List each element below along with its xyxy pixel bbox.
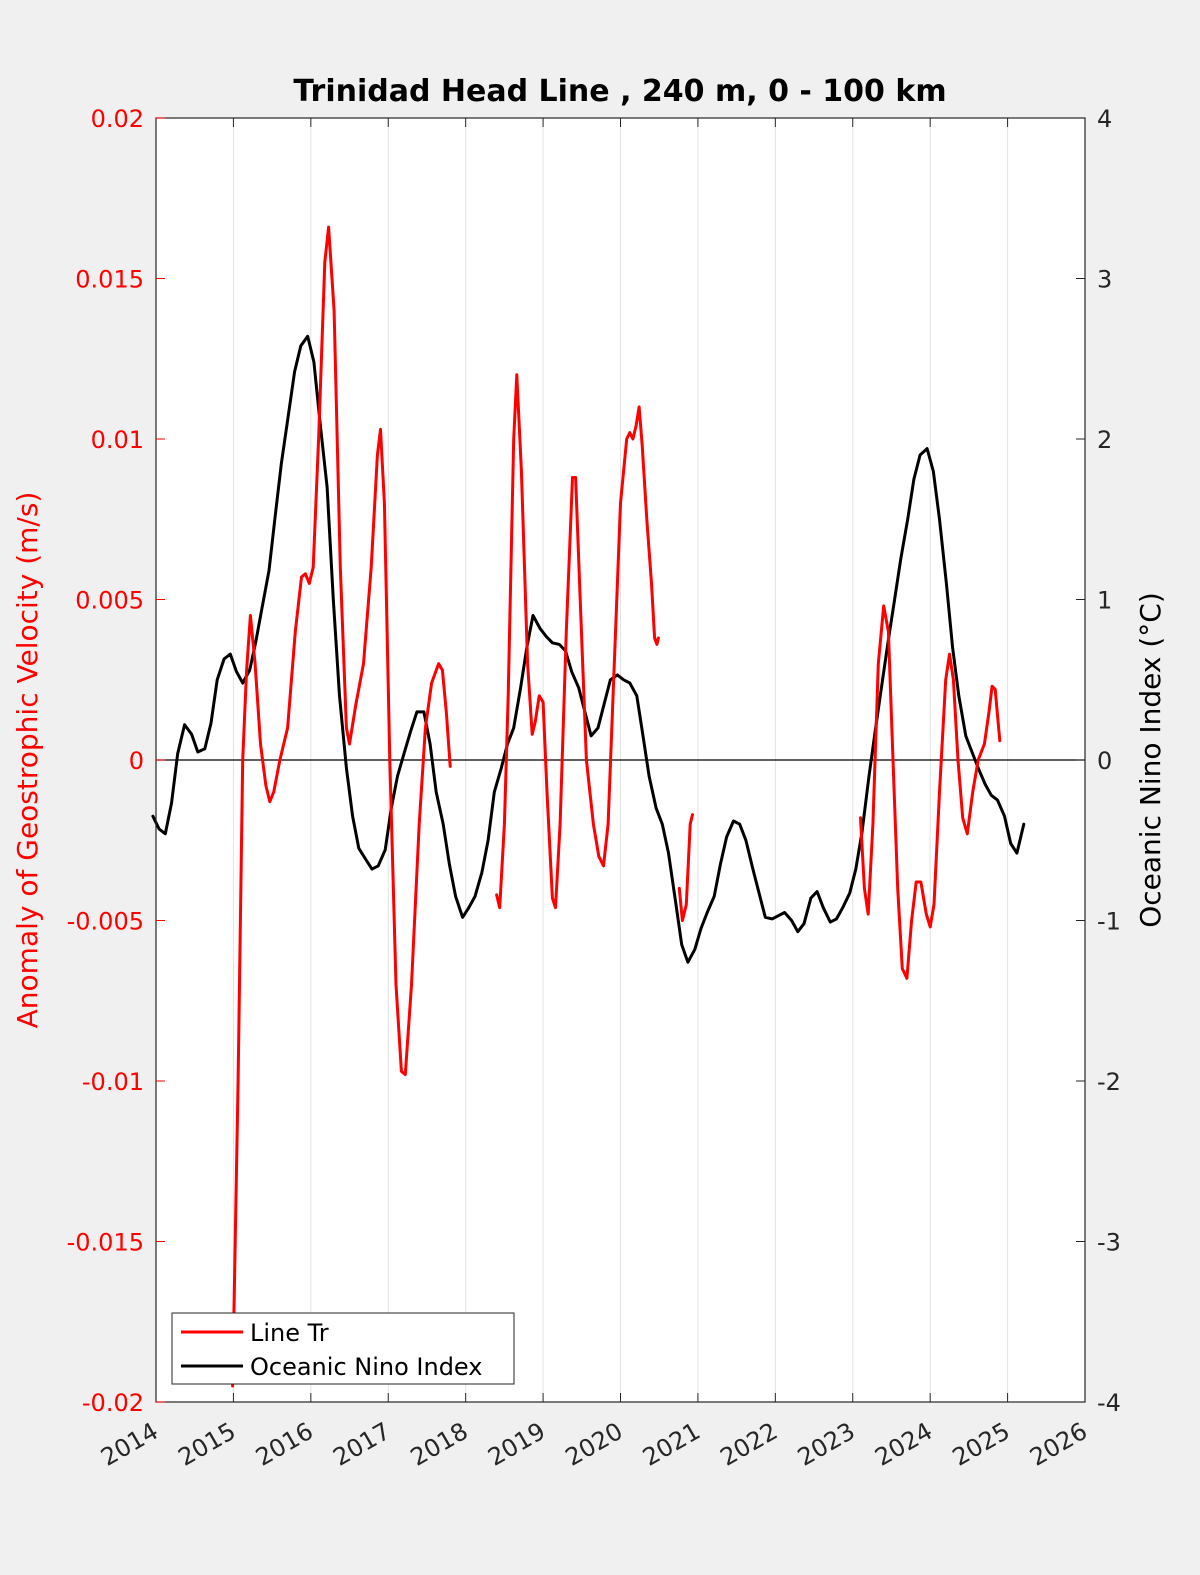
series-line-tr-segment-1 bbox=[495, 373, 660, 910]
x-tick-label: 2020 bbox=[561, 1417, 628, 1472]
y-right-tick-label: -3 bbox=[1097, 1229, 1121, 1257]
y-axis-left-label: Anomaly of Geostrophic Velocity (m/s) bbox=[11, 492, 44, 1029]
y-right-tick-label: 0 bbox=[1097, 747, 1112, 775]
y-axis-left: 0.02 0.015 0.01 0.005 0 -0.005 -0.01 -0.015 -0.0… bbox=[67, 105, 165, 1417]
y-right-tick-label: -2 bbox=[1097, 1068, 1121, 1096]
y-left-tick-label: -0.015 bbox=[67, 1229, 144, 1257]
x-tick-label: 2019 bbox=[483, 1417, 550, 1472]
y-left-tick-label: 0.015 bbox=[75, 266, 144, 294]
y-left-tick-label: 0.005 bbox=[75, 587, 144, 615]
x-tick-label: 2015 bbox=[174, 1417, 241, 1472]
series-line-tr-segment-3 bbox=[859, 604, 1002, 980]
legend-label-oni: Oceanic Nino Index bbox=[250, 1353, 482, 1381]
y-left-tick-label: 0.02 bbox=[91, 105, 144, 133]
chart-title: Trinidad Head Line , 240 m, 0 - 100 km bbox=[293, 74, 946, 109]
legend: Line Tr Oceanic Nino Index bbox=[171, 1312, 515, 1385]
x-tick-label: 2021 bbox=[638, 1417, 705, 1472]
x-tick-label: 2026 bbox=[1025, 1417, 1092, 1472]
y-left-tick-label: -0.02 bbox=[82, 1389, 144, 1417]
y-axis-right: 4 3 2 1 0 -1 -2 -3 -4 bbox=[1076, 105, 1121, 1417]
y-right-tick-label: -1 bbox=[1097, 908, 1121, 936]
x-tick-label: 2018 bbox=[406, 1417, 473, 1472]
series-line-tr-segment-2 bbox=[677, 813, 694, 922]
y-left-tick-label: -0.005 bbox=[67, 908, 144, 936]
y-right-tick-label: 3 bbox=[1097, 266, 1112, 294]
x-tick-label: 2016 bbox=[251, 1417, 318, 1472]
y-right-tick-label: -4 bbox=[1097, 1389, 1121, 1417]
series-oni-segment-0 bbox=[151, 334, 1026, 964]
x-tick-label: 2025 bbox=[948, 1417, 1015, 1472]
y-left-tick-label: 0 bbox=[129, 747, 144, 775]
legend-label-line-tr: Line Tr bbox=[250, 1319, 329, 1347]
y-left-tick-label: -0.01 bbox=[82, 1068, 144, 1096]
x-tick-label: 2022 bbox=[715, 1417, 782, 1472]
y-axis-right-label: Oceanic Nino Index (°C) bbox=[1134, 592, 1167, 928]
y-right-tick-label: 4 bbox=[1097, 105, 1112, 133]
x-tick-label: 2024 bbox=[870, 1417, 937, 1472]
x-tick-label: 2014 bbox=[96, 1417, 163, 1472]
y-right-tick-label: 1 bbox=[1097, 587, 1112, 615]
x-tick-label: 2017 bbox=[328, 1417, 395, 1472]
series-layer bbox=[151, 225, 1026, 1388]
x-tick-label: 2023 bbox=[793, 1417, 860, 1472]
legend-box bbox=[171, 1312, 515, 1385]
y-left-tick-label: 0.01 bbox=[91, 426, 144, 454]
series-line-tr-segment-0 bbox=[231, 225, 452, 1388]
y-right-tick-label: 2 bbox=[1097, 426, 1112, 454]
